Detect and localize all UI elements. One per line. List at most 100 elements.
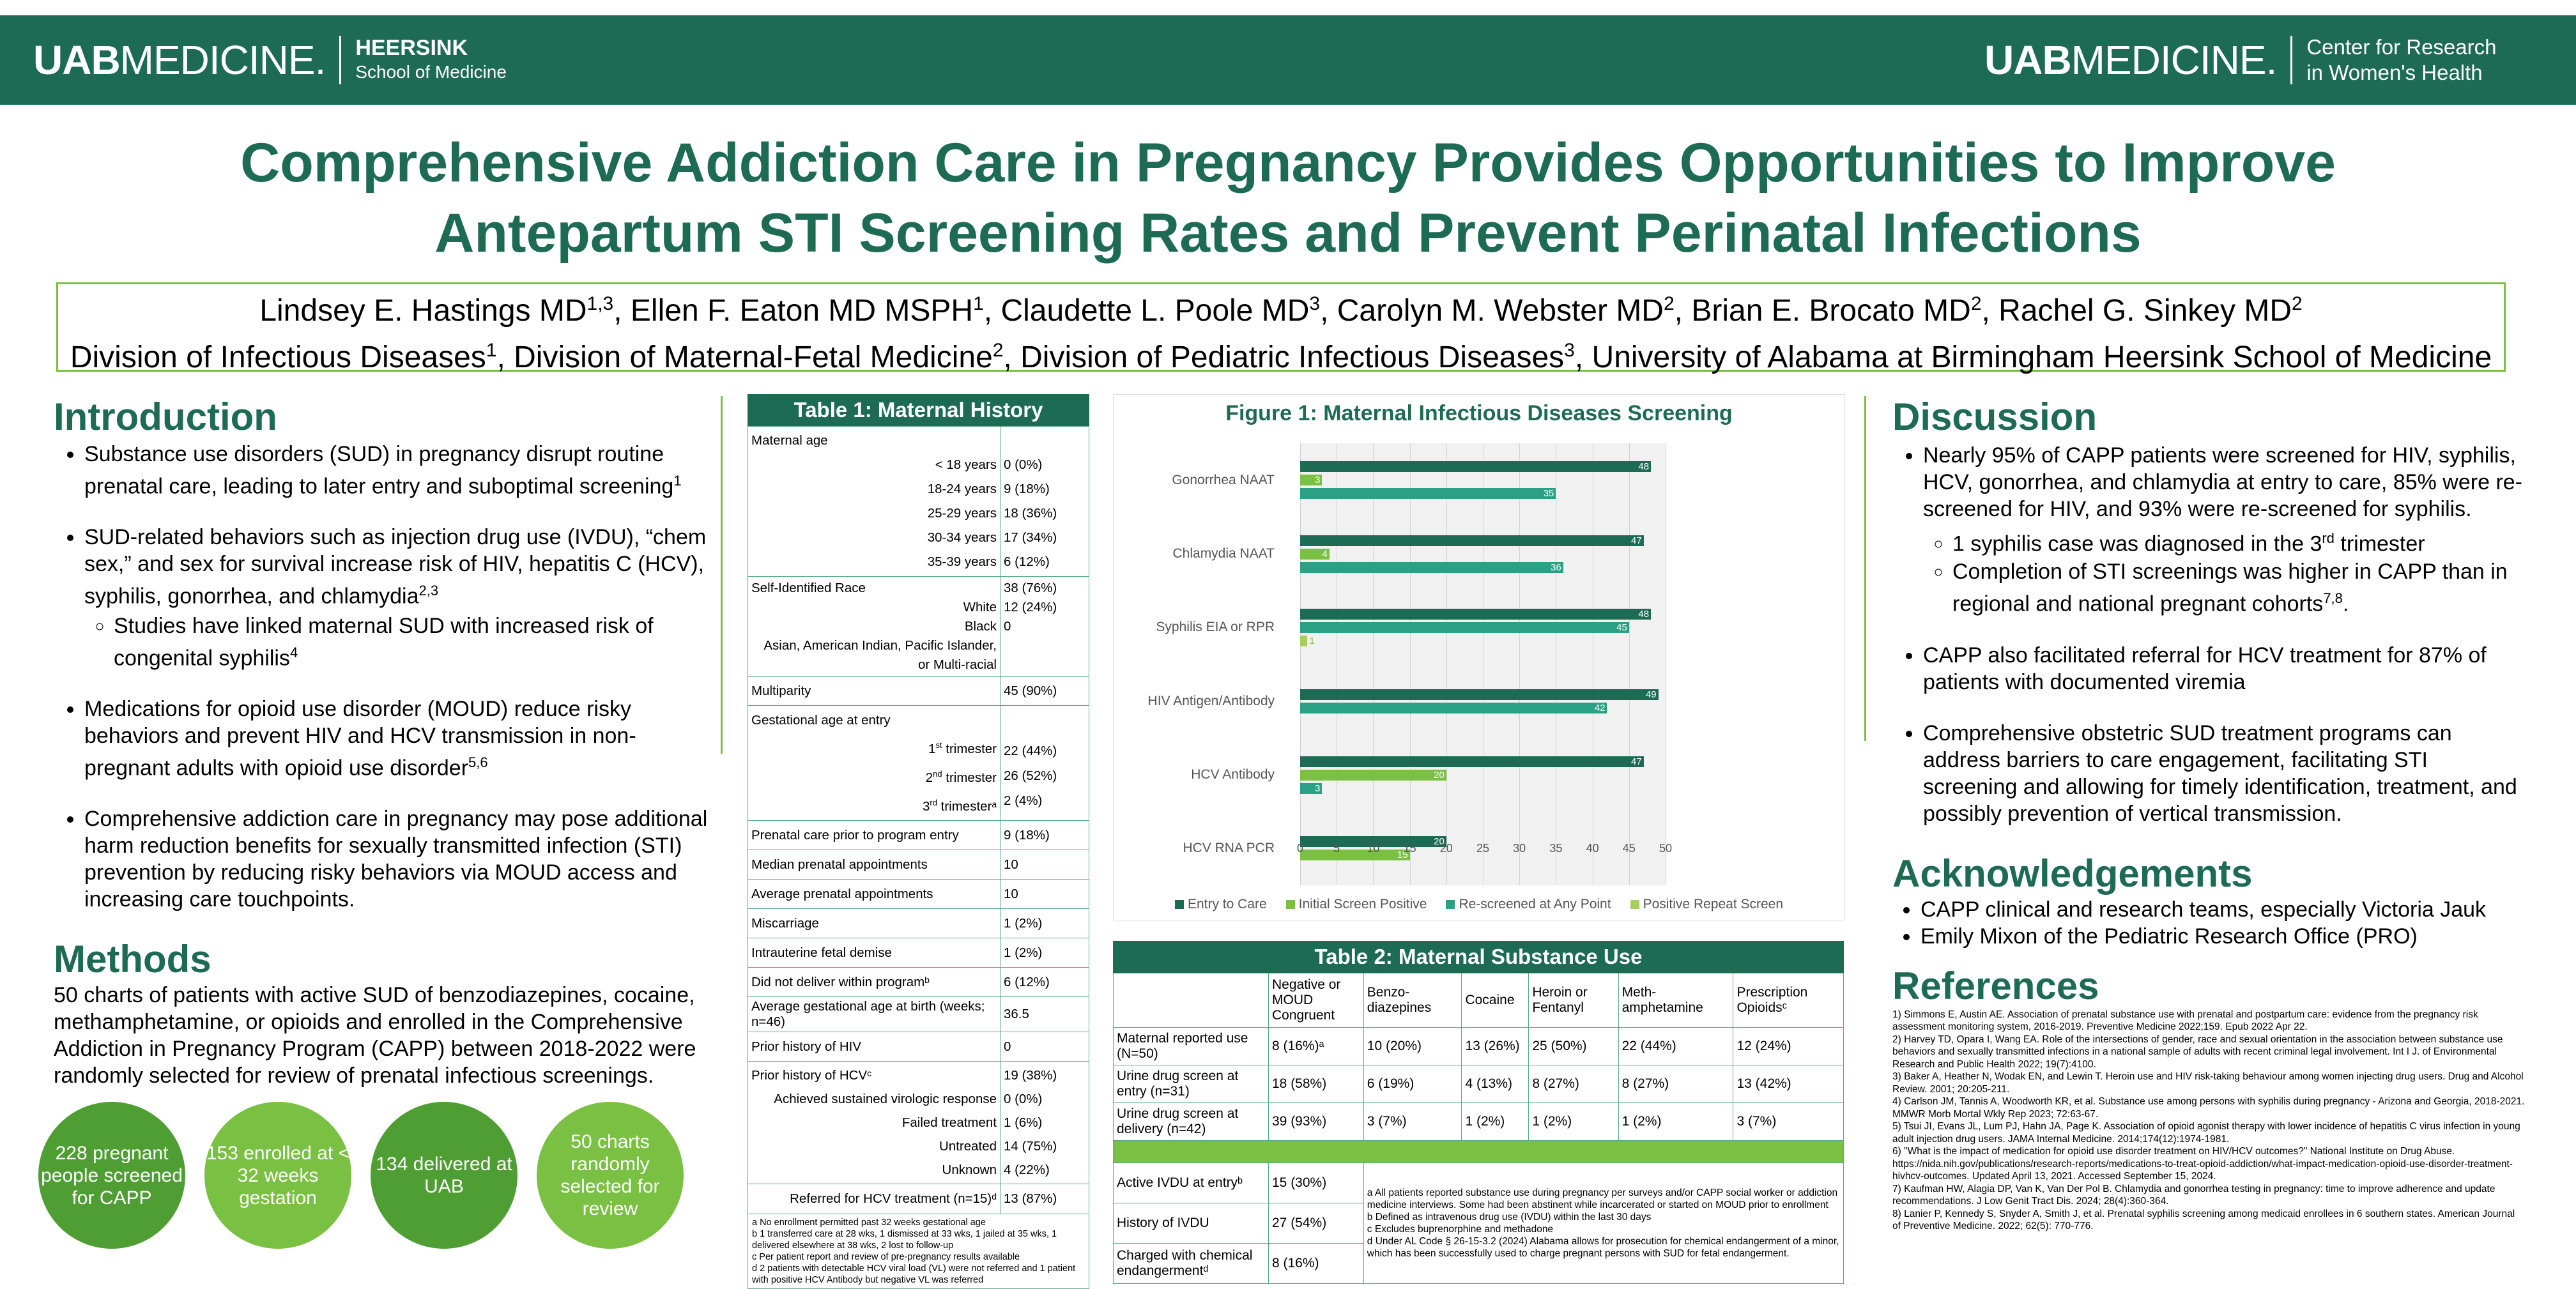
table-cell: 3 (7%) — [1733, 1102, 1844, 1141]
bar: 15 — [1300, 850, 1410, 861]
x-tick-label: 10 — [1367, 842, 1380, 855]
table-label: Achieved sustained virologic response — [774, 1092, 997, 1107]
table-label: Prenatal care prior to program entry — [747, 820, 1000, 851]
table-label: Did not deliver within programᵇ — [747, 967, 1000, 998]
author-sup: 3 — [1309, 293, 1321, 314]
legend-item: Initial Screen Positive — [1285, 897, 1427, 912]
gridline — [1446, 443, 1447, 885]
ga-text: trimester — [942, 770, 997, 785]
references-heading: References — [1892, 964, 2099, 1007]
legend-swatch — [1174, 900, 1184, 910]
authors-line: Lindsey E. Hastings MD1,3, Ellen F. Eato… — [259, 293, 2303, 328]
logo-divider-right — [2290, 36, 2293, 84]
table-label: Miscarriage — [747, 908, 1000, 939]
divider-left — [721, 396, 723, 754]
table-cell: Maternal reported use (N=50) — [1113, 1027, 1269, 1065]
introduction-list: Substance use disorders (SUD) in pregnan… — [54, 441, 712, 913]
legend-label: Re-screened at Any Point — [1459, 897, 1611, 911]
x-tick-label: 25 — [1476, 842, 1490, 855]
bar-value-label: 1 — [1309, 635, 1315, 646]
left-column: Introduction Substance use disorders (SU… — [54, 395, 712, 1089]
methods-text: 50 charts of patients with active SUD of… — [54, 983, 696, 1088]
table-row: Prior history of HCVᶜ Achieved sustained … — [747, 1061, 1089, 1185]
table-cell: 10 (20%) — [1363, 1027, 1462, 1065]
table-cell: 8 (27%) — [1618, 1065, 1734, 1103]
ga-num: 3 — [922, 798, 930, 814]
table-row: History of IVDU 27 (54%) — [1113, 1203, 1844, 1244]
ack-item: CAPP clinical and research teams, especi… — [1920, 896, 2525, 923]
gridline — [1519, 443, 1521, 885]
reference-item: 3) Baker A, Heather N, Wodak EN, and Lew… — [1892, 1071, 2524, 1095]
legend-label: Entry to Care — [1187, 897, 1267, 911]
bar: 35 — [1300, 488, 1556, 500]
author-name: Rachel G. Sinkey MD — [1998, 294, 2292, 328]
table-value: 6 (12%) — [1004, 554, 1050, 569]
discussion-bullet: CAPP also facilitated referral for HCV t… — [1923, 642, 2525, 696]
x-tick-label: 40 — [1586, 842, 1599, 855]
discussion-heading: Discussion — [1892, 395, 2097, 438]
table-label: Median prenatal appointments — [747, 850, 1000, 880]
table-cell: Urine drug screen at delivery (n=42) — [1113, 1102, 1269, 1141]
table-cell: 13 (26%) — [1461, 1027, 1529, 1065]
table-row: Prenatal care prior to program entry 9 (1… — [747, 820, 1089, 851]
table-row: Average gestational age at birth (weeks;… — [747, 996, 1089, 1033]
table-row: Median prenatal appointments 10 — [747, 850, 1089, 880]
intro-bullet: Substance use disorders (SUD) in pregnan… — [84, 441, 712, 500]
ga-text: trimesterᵃ — [937, 798, 997, 814]
table-value: 26 (52%) — [1004, 768, 1057, 783]
table-row: Self-Identified Race White Black Asian, Ame… — [747, 576, 1089, 677]
table-1-title: Table 1: Maternal History — [747, 394, 1089, 426]
right-column: Discussion Nearly 95% of CAPP patients w… — [1892, 395, 2525, 1233]
uab-heersink-logo: UAB MEDICINE. HEERSINK School of Medicine — [33, 31, 507, 89]
table-row: Urine drug screen at entry (n=31) 18 (58%… — [1113, 1065, 1844, 1103]
table-cell: 8 (16%) — [1268, 1243, 1364, 1284]
table-value: 17 (34%) — [1004, 530, 1057, 545]
table-value: 22 (44%) — [1004, 743, 1057, 758]
legend-item: Re-screened at Any Point — [1446, 897, 1611, 912]
category-label: HCV Antibody — [1191, 767, 1275, 782]
table-value: 1 (2%) — [1000, 908, 1089, 939]
logo-medicine-text-right: MEDICINE. — [2071, 37, 2278, 83]
table-label: Untreated — [939, 1139, 997, 1154]
bar-value-label: 47 — [1630, 535, 1642, 546]
ga-text: trimester — [942, 741, 997, 756]
table-value: 9 (18%) — [1004, 482, 1050, 496]
legend-label: Initial Screen Positive — [1298, 897, 1427, 911]
table-label: < 18 years — [935, 457, 997, 472]
table-value: 12 (24%) — [1004, 600, 1057, 614]
table-cell: 1 (2%) — [1528, 1102, 1619, 1141]
table-cell: 4 (13%) — [1461, 1065, 1529, 1103]
table-header-cell: Cocaine — [1461, 973, 1529, 1028]
ga-sup: st — [935, 740, 942, 750]
table-label: Average prenatal appointments — [747, 879, 1000, 910]
table-header-cell: Heroin or Fentanyl — [1528, 973, 1619, 1028]
category-label: HIV Antigen/Antibody — [1147, 693, 1275, 708]
author-sup: 2 — [1970, 293, 1982, 314]
gridline — [1300, 443, 1301, 885]
bar-value-label: 48 — [1638, 461, 1650, 473]
table-value: 10 — [1000, 850, 1089, 880]
chart-legend: Entry to Care Initial Screen Positive Re-s… — [1114, 897, 1844, 912]
table-label: 1st trimester — [751, 733, 997, 761]
bar-value-label: 15 — [1397, 850, 1408, 861]
ga-sup: rd — [930, 797, 937, 807]
bar: 42 — [1300, 702, 1607, 713]
table-note: d Under AL Code § 26-15-3.2 (2024) Alaba… — [1367, 1236, 1839, 1259]
logo-subtitle-right: Center for Research in Women's Health — [2306, 35, 2497, 84]
flow-step-2: 153 enrolled at < 32 weeks gestation — [204, 1102, 351, 1249]
bar-value-label: 42 — [1594, 702, 1606, 713]
ack-item: Emily Mixon of the Pediatric Research Of… — [1920, 923, 2525, 950]
table-1: Table 1: Maternal History Maternal age < … — [747, 394, 1089, 1289]
table-cell: 39 (93%) — [1268, 1102, 1364, 1141]
bar: 48 — [1300, 461, 1652, 473]
affiliations-line: Division of Infectious Diseases1, Divisi… — [70, 340, 2492, 374]
table-header-cell — [1113, 973, 1269, 1028]
table-label: Average gestational age at birth (weeks;… — [747, 996, 1000, 1033]
table-cell: 6 (19%) — [1363, 1065, 1462, 1103]
table-cell: 12 (24%) — [1733, 1027, 1844, 1065]
discussion-sub-bullet: Completion of STI screenings was higher … — [1952, 558, 2525, 617]
table-row: Maternal age < 18 years 18-24 years 25-29 y… — [747, 426, 1089, 577]
table-header-row: Negative or MOUD Congruent Benzo-diazepin… — [1113, 973, 1844, 1028]
bar-value-label: 47 — [1630, 756, 1642, 767]
bar-value-label: 49 — [1645, 689, 1657, 700]
